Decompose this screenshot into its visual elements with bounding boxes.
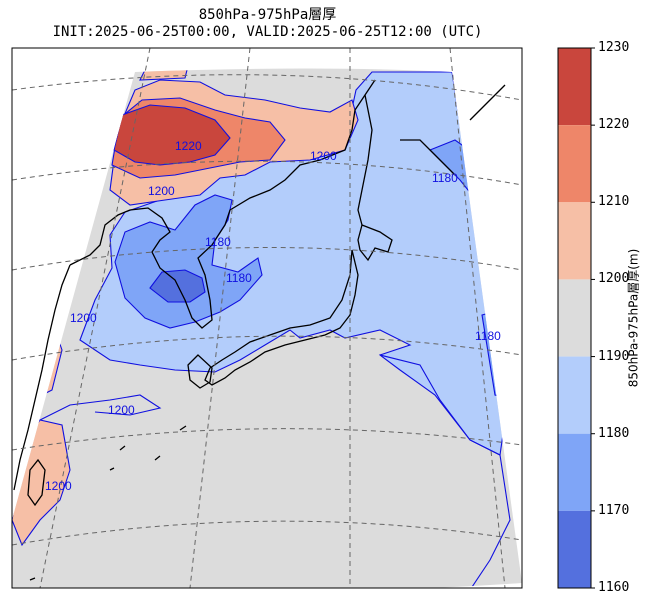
fill-1220-1230 — [113, 104, 231, 166]
contour-label: 1200 — [108, 403, 135, 417]
map-frame — [11, 47, 523, 589]
contour-1190-pacific — [379, 354, 511, 588]
colorbar-segment — [558, 510, 591, 588]
contour-label: 1180 — [475, 329, 501, 343]
colorbar-tick-label: 1190 — [598, 348, 630, 364]
contour-label: 1220 — [175, 139, 202, 153]
colorbar-frame — [557, 47, 592, 589]
colorbar-segment — [558, 202, 591, 280]
colorbar-tick-label: 1200 — [598, 271, 630, 287]
colorbar — [558, 47, 595, 589]
colorbar-segment — [558, 279, 591, 357]
colorbar-tick-label: 1220 — [598, 117, 630, 133]
contour-label: 1180 — [226, 271, 252, 285]
colorbar-label: 850hPa-975hPa層厚(m) — [626, 248, 641, 388]
contour-label: 1180 — [432, 171, 458, 185]
graticule — [12, 48, 522, 588]
colorbar-segment — [558, 356, 591, 434]
coastlines — [13, 79, 506, 581]
colorbar-segment — [558, 125, 591, 203]
colorbar-tick-label: 1210 — [598, 194, 630, 210]
contour-label: 1180 — [205, 235, 231, 249]
colorbar-tick-label: 1160 — [598, 580, 630, 595]
map-title-line1: 850hPa-975hPa層厚 — [198, 7, 337, 23]
colorbar-tick-label: 1170 — [598, 502, 630, 518]
contour-1200-south — [39, 394, 162, 421]
colorbar-segment — [558, 48, 591, 126]
colorbar-tick-label: 1180 — [598, 425, 630, 441]
colorbar-tick-label: 1230 — [598, 40, 630, 55]
colorbar-segment — [558, 433, 591, 511]
contour-label: 1200 — [45, 479, 72, 493]
contour-label: 1200 — [148, 184, 175, 198]
fill-1170-1180 — [114, 194, 263, 329]
contour-label: 1200 — [310, 149, 337, 163]
contour-label: 1200 — [70, 311, 97, 325]
map-title-line2: INIT:2025-06-25T00:00, VALID:2025-06-25T… — [52, 24, 483, 40]
